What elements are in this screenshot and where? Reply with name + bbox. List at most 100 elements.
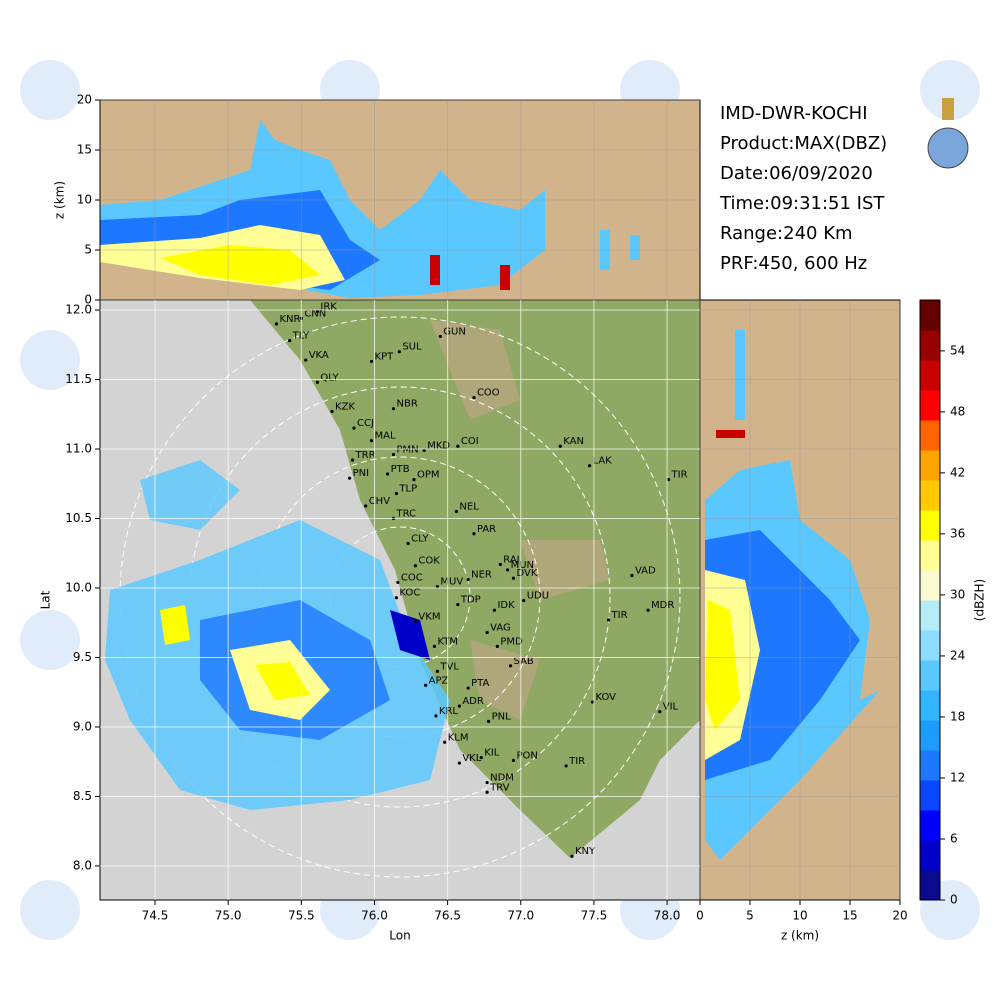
colorbar-swatch [920, 450, 940, 481]
header-line: Range:240 Km [720, 223, 853, 244]
colorbar-frame [919, 299, 941, 901]
place-label: IDK [497, 600, 515, 611]
colorbar-swatch [920, 780, 940, 811]
place-label: LAK [593, 456, 613, 467]
place-label: CHV [369, 496, 391, 507]
place-label: VAG [490, 622, 511, 633]
colorbar-tick-label: 18 [950, 709, 965, 723]
colorbar-tick-label: 36 [950, 526, 965, 540]
place-dot [486, 719, 491, 724]
colorbar-swatch [920, 840, 940, 871]
place-label: PAR [477, 524, 496, 535]
top-y-tick-label: 15 [77, 143, 92, 157]
x-tick-label: 77.5 [581, 909, 608, 923]
place-dot [391, 407, 396, 411]
place-dot [412, 477, 416, 482]
x-tick-label: 75.0 [215, 909, 242, 923]
side-x-label: z (km) [781, 929, 819, 943]
place-label: OPM [417, 470, 440, 481]
place-label: NEL [459, 502, 479, 513]
colorbar-tick-label: 30 [950, 587, 965, 601]
place-dot [274, 322, 279, 326]
side-echo [705, 330, 880, 860]
side-x-tick-label: 15 [842, 909, 857, 923]
y-tick-label: 10.5 [65, 511, 92, 525]
x-tick-label: 76.5 [434, 909, 461, 923]
place-label: MKD [427, 440, 450, 451]
place-dot [630, 573, 634, 578]
place-dot [472, 395, 476, 400]
place-dot [492, 608, 497, 612]
x-axis-label: Lon [389, 929, 410, 943]
colorbar-swatch [920, 720, 940, 751]
x-tick-label: 75.5 [288, 909, 315, 923]
side-x-tick-label: 10 [792, 909, 807, 923]
place-label: KLM [448, 732, 469, 743]
place-label: IRK [320, 301, 337, 312]
place-dot [394, 596, 399, 600]
y-tick-label: 10.0 [65, 580, 92, 594]
place-dot [466, 686, 470, 690]
place-label: PON [516, 750, 537, 761]
side-x-tick-label: 5 [746, 909, 754, 923]
header-line: IMD-DWR-KOCHI [720, 103, 868, 124]
place-dot [587, 464, 592, 468]
places: IRKCNNKNRTLYVKAKPTSULGUNQLYNBRCOOKZKCCJM… [274, 301, 688, 858]
place-dot [422, 448, 426, 452]
place-dot [456, 603, 460, 607]
place-dot [391, 452, 396, 457]
place-dot [413, 564, 418, 568]
colorbar-swatch [920, 870, 940, 901]
top-y-tick-label: 5 [84, 243, 92, 257]
place-dot [315, 380, 320, 384]
place-dot [495, 644, 499, 648]
place-dot [485, 630, 489, 635]
place-dot [413, 619, 418, 623]
colorbar-tick-label: 0 [950, 893, 958, 907]
place-label: PTB [391, 464, 410, 475]
y-axis-label: Lat [39, 590, 53, 609]
side-x-tick-label: 20 [892, 909, 907, 923]
top-y-label: z (km) [53, 181, 67, 219]
place-label: TIR [671, 470, 688, 481]
header-line: Time:09:31:51 IST [719, 193, 885, 214]
place-dot [564, 764, 568, 768]
x-tick-label: 78.0 [654, 909, 681, 923]
colorbar-swatch [920, 540, 940, 571]
place-dot [508, 664, 513, 668]
top-y-tick-label: 0 [84, 293, 92, 307]
place-label: KNY [575, 846, 596, 857]
header-line: Date:06/09/2020 [720, 163, 873, 184]
place-dot [570, 854, 574, 858]
place-label: TIR [611, 610, 628, 621]
place-label: TLP [398, 483, 417, 494]
colorbar-swatch [920, 630, 940, 661]
place-dot [498, 562, 502, 566]
place-label: VIL [663, 702, 679, 713]
place-label: COI [461, 436, 479, 447]
header-line: PRF:450, 600 Hz [720, 253, 867, 274]
place-label: ADR [462, 696, 484, 707]
place-dot [590, 700, 595, 704]
place-label: VKA [309, 350, 329, 361]
top-y-tick-label: 10 [77, 193, 92, 207]
place-dot [386, 472, 390, 476]
place-label: PMD [500, 636, 523, 647]
place-dot [456, 444, 460, 448]
place-label: APZ [429, 675, 449, 686]
place-label: KOC [399, 588, 420, 599]
place-dot [364, 504, 368, 508]
place-dot [369, 359, 374, 364]
place-label: KAN [563, 436, 584, 447]
place-dot [457, 761, 461, 765]
place-dot [485, 780, 489, 785]
place-dot [666, 477, 671, 482]
colorbar-swatch [920, 300, 940, 331]
place-dot [558, 444, 562, 448]
place-label: VKL [462, 753, 481, 764]
place-dot [443, 740, 447, 744]
place-label: TRC [395, 508, 416, 519]
place-label: NDM [490, 773, 514, 784]
place-dot [485, 790, 489, 794]
colorbar [920, 300, 940, 901]
